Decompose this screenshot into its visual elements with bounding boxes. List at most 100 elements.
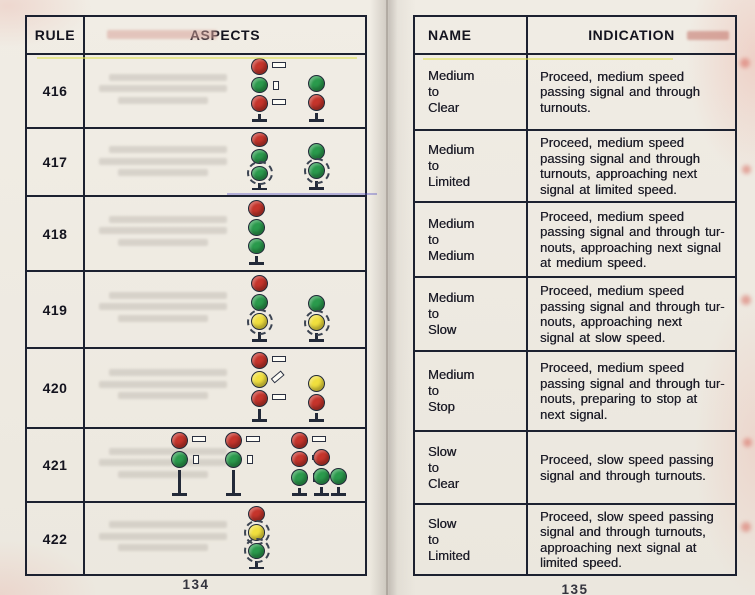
signal-base <box>252 187 267 190</box>
indication-text: Proceed, medium speed passing signal and… <box>540 208 725 271</box>
aspects-cell <box>85 129 365 195</box>
name-cell: Medium to Limited <box>415 131 528 201</box>
signal-base <box>226 493 241 496</box>
signal-base <box>172 493 187 496</box>
signal-base <box>309 119 324 122</box>
table-row: 417 <box>27 127 365 195</box>
signal-light-red <box>251 132 268 147</box>
right-table-header: NAME INDICATION <box>415 17 735 55</box>
indication-text: Proceed, medium speed passing signal and… <box>540 68 700 115</box>
bleed-through-text <box>107 30 217 39</box>
signal-light-green <box>248 218 265 236</box>
signal-pole <box>298 487 301 494</box>
signal-light-yellow-flashing <box>246 308 273 335</box>
indication-text: Proceed, medium speed passing signal and… <box>540 360 725 422</box>
signal-name: Medium to Slow <box>428 290 475 337</box>
indication-cell: Proceed, medium speed passing signal and… <box>528 55 735 129</box>
name-cell: Medium to Stop <box>415 352 528 430</box>
dwarf-signal-mast <box>308 375 325 422</box>
signal-light-green <box>291 469 319 486</box>
bleed-through-text <box>687 31 729 40</box>
page-number-left: 134 <box>182 577 210 592</box>
signal-base <box>314 493 329 496</box>
rules-aspects-table: RULE ASPECTS 416 417 418 419 420 421 422 <box>25 15 377 576</box>
signal-pole <box>255 560 258 567</box>
rule-column-header: RULE <box>27 17 85 53</box>
rule-number: 419 <box>27 272 85 347</box>
signal-light-red <box>251 352 286 369</box>
signal-name: Medium to Stop <box>428 367 475 414</box>
signal-name: Medium to Limited <box>428 142 475 189</box>
table-row: Medium to Medium Proceed, medium speed pa… <box>415 201 735 276</box>
signal-pole <box>232 470 235 494</box>
signal-pole <box>258 182 261 188</box>
marker-plate <box>272 356 286 362</box>
rule-number: 417 <box>27 129 85 195</box>
rule-number: 420 <box>27 349 85 427</box>
signal-light-green <box>308 75 325 93</box>
marker-plate <box>273 80 279 90</box>
indication-cell: Proceed, slow speed passing signal and t… <box>528 505 735 574</box>
table-row: 419 <box>27 270 365 347</box>
aspects-cell <box>85 55 365 127</box>
indication-column-header: INDICATION <box>588 27 675 43</box>
dwarf-signal-mast <box>303 295 330 342</box>
bleed-through-text <box>99 447 227 478</box>
name-cell: Medium to Medium <box>415 203 528 276</box>
signal-light-red <box>251 58 286 75</box>
signal-name: Medium to Clear <box>428 68 475 115</box>
table-row: Medium to Limited Proceed, medium speed p… <box>415 129 735 201</box>
signal-pole <box>258 332 261 340</box>
signal-light-green-flashing <box>246 161 273 185</box>
aspects-cell <box>85 429 365 501</box>
signal-light-green <box>248 237 265 255</box>
aspects-cell <box>85 349 365 427</box>
rule-number: 418 <box>27 197 85 270</box>
indication-text: Proceed, medium speed passing signal and… <box>540 135 700 197</box>
right-page: NAME INDICATION Medium to Clear Proceed, … <box>392 0 755 595</box>
indication-cell: Proceed, medium speed passing signal and… <box>528 352 735 430</box>
signal-base <box>252 339 267 342</box>
signal-name: Slow to Limited <box>428 515 470 563</box>
signal-pole <box>320 487 323 494</box>
table-row: 416 <box>27 55 365 127</box>
signal-light-red <box>251 95 286 112</box>
dwarf-signal-mast <box>313 449 330 496</box>
signal-light-green-flashing <box>243 537 270 564</box>
signal-light-green <box>313 468 330 486</box>
signal-mast <box>171 432 206 496</box>
signal-light-green <box>251 76 279 94</box>
signal-light-red <box>291 450 326 468</box>
marker-plate <box>272 62 286 68</box>
aspects-cell <box>85 503 365 574</box>
indication-cell: Proceed, medium speed passing signal and… <box>528 203 735 276</box>
table-row: Slow to Limited Proceed, slow speed passi… <box>415 503 735 574</box>
signal-light-green <box>225 451 253 468</box>
indication-text: Proceed, slow speed passing signal and t… <box>540 452 714 483</box>
signal-light-red <box>225 432 260 449</box>
page-number-right: 135 <box>561 582 589 595</box>
marker-plate <box>312 436 326 442</box>
signal-light-yellow <box>251 370 285 388</box>
marker-plate <box>192 436 206 442</box>
aspects-cell <box>85 272 365 347</box>
signal-base <box>249 566 264 570</box>
left-table-rows: 416 417 418 419 420 421 422 <box>27 55 365 574</box>
signal-light-green <box>171 451 199 468</box>
signal-light-red <box>308 94 325 112</box>
rule-number: 421 <box>27 429 85 501</box>
signal-pole <box>315 181 318 188</box>
bleed-through-text <box>99 215 227 246</box>
signal-name: Medium to Medium <box>428 215 475 263</box>
table-row: 421 <box>27 427 365 501</box>
left-table-header: RULE ASPECTS <box>27 17 365 55</box>
bleed-through-mark <box>742 165 751 174</box>
signal-light-red <box>251 390 286 407</box>
signal-light-green-flashing <box>303 157 330 184</box>
signal-light-red <box>248 200 265 217</box>
signal-base <box>292 493 307 496</box>
signal-mast <box>291 432 326 496</box>
marker-plate <box>246 436 260 442</box>
bleed-through-mark <box>740 58 750 68</box>
indication-cell: Proceed, medium speed passing signal and… <box>528 131 735 201</box>
